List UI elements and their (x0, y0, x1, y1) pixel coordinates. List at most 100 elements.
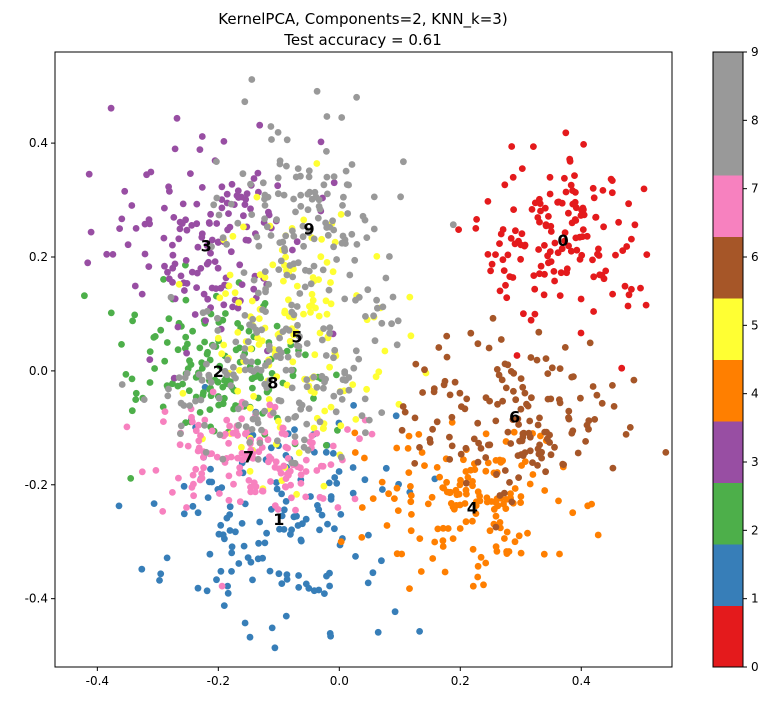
scatter-point (317, 253, 325, 261)
scatter-point (319, 425, 327, 432)
scatter-point (288, 366, 295, 374)
scatter-point (213, 158, 220, 166)
scatter-point (492, 512, 500, 520)
scatter-point (273, 479, 280, 486)
scatter-point (519, 383, 527, 391)
scatter-point (265, 281, 273, 288)
scatter-point (259, 306, 266, 314)
scatter-point (622, 431, 630, 438)
scatter-point (463, 395, 471, 403)
scatter-point (170, 214, 178, 221)
scatter-point (240, 212, 247, 220)
scatter-point (363, 385, 370, 393)
scatter-point (521, 458, 529, 465)
scatter-point (460, 456, 467, 464)
scatter-point (345, 386, 353, 394)
colorbar-tick-label: 4 (751, 387, 759, 401)
scatter-point (216, 294, 224, 302)
scatter-point (267, 478, 274, 485)
scatter-point (327, 279, 334, 286)
scatter-point (469, 582, 477, 590)
scatter-point (489, 314, 497, 322)
scatter-point (204, 295, 212, 303)
scatter-point (313, 160, 321, 167)
scatter-point (301, 436, 308, 444)
scatter-point (285, 296, 292, 304)
scatter-point (109, 251, 117, 258)
scatter-point (406, 293, 414, 301)
scatter-point (288, 384, 296, 392)
scatter-point (378, 319, 386, 327)
scatter-point (327, 632, 334, 640)
scatter-point (183, 349, 191, 357)
scatter-point (449, 221, 457, 229)
chart-title-line2: Test accuracy = 0.61 (283, 31, 442, 49)
scatter-point (541, 487, 549, 494)
scatter-point (628, 235, 635, 243)
scatter-point (625, 200, 632, 208)
scatter-point (159, 508, 167, 515)
scatter-point (280, 462, 288, 470)
scatter-point (269, 261, 277, 269)
scatter-point (556, 396, 563, 404)
scatter-point (210, 201, 218, 209)
scatter-point (499, 397, 506, 405)
scatter-point (318, 235, 325, 243)
scatter-point (303, 383, 311, 391)
scatter-point (637, 284, 644, 292)
scatter-point (208, 427, 216, 435)
scatter-point (362, 313, 369, 320)
scatter-point (305, 227, 313, 235)
scatter-point (527, 316, 535, 324)
scatter-point (477, 445, 485, 452)
scatter-point (547, 228, 555, 235)
scatter-point (242, 430, 250, 437)
scatter-point (283, 136, 291, 144)
scatter-point (536, 200, 544, 208)
scatter-point (590, 273, 598, 281)
scatter-point (310, 389, 318, 397)
scatter-point (275, 266, 283, 273)
scatter-point (279, 424, 287, 432)
scatter-point (498, 376, 506, 384)
scatter-point (255, 315, 263, 322)
scatter-point (480, 581, 487, 589)
scatter-point (502, 281, 509, 289)
scatter-point (337, 453, 345, 461)
colorbar-segment (713, 175, 743, 237)
scatter-point (342, 167, 350, 175)
cluster-label: 2 (213, 362, 224, 381)
scatter-point (185, 387, 193, 395)
scatter-point (297, 202, 305, 210)
scatter-point (436, 473, 443, 481)
scatter-point (555, 497, 562, 505)
scatter-point (503, 294, 511, 302)
scatter-point (330, 179, 338, 187)
scatter-point (507, 368, 515, 375)
scatter-point (441, 377, 449, 385)
scatter-point (529, 459, 536, 466)
scatter-point (496, 519, 504, 526)
scatter-point (310, 587, 318, 595)
scatter-point (307, 280, 315, 288)
scatter-point (461, 500, 469, 507)
scatter-point (374, 304, 381, 312)
scatter-point (297, 405, 305, 413)
scatter-point (221, 367, 229, 375)
scatter-point (435, 344, 443, 351)
scatter-point (227, 200, 235, 208)
scatter-point (484, 251, 492, 258)
scatter-point (505, 548, 513, 555)
scatter-point (323, 310, 331, 318)
scatter-point (482, 559, 490, 567)
scatter-point (283, 381, 291, 389)
scatter-point (283, 347, 291, 355)
colorbar-segment (713, 52, 743, 114)
scatter-point (274, 174, 282, 182)
scatter-point (536, 414, 543, 422)
scatter-point (247, 180, 254, 188)
scatter-point (250, 392, 257, 400)
scatter-point (118, 215, 126, 223)
scatter-point (365, 416, 373, 424)
scatter-point (230, 363, 237, 371)
